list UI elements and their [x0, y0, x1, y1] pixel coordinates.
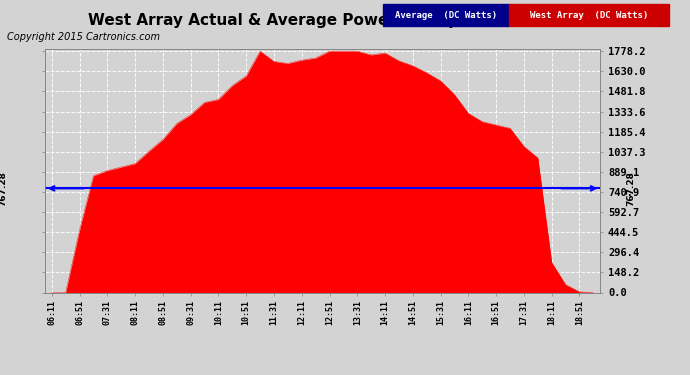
Text: West Array  (DC Watts): West Array (DC Watts) [530, 11, 648, 20]
Text: Average  (DC Watts): Average (DC Watts) [395, 11, 497, 20]
Text: 767.28: 767.28 [627, 171, 635, 206]
Text: West Array Actual & Average Power Tue Apr 14 19:30: West Array Actual & Average Power Tue Ap… [88, 13, 547, 28]
Text: 767.28: 767.28 [0, 171, 8, 206]
Text: Copyright 2015 Cartronics.com: Copyright 2015 Cartronics.com [7, 32, 160, 42]
